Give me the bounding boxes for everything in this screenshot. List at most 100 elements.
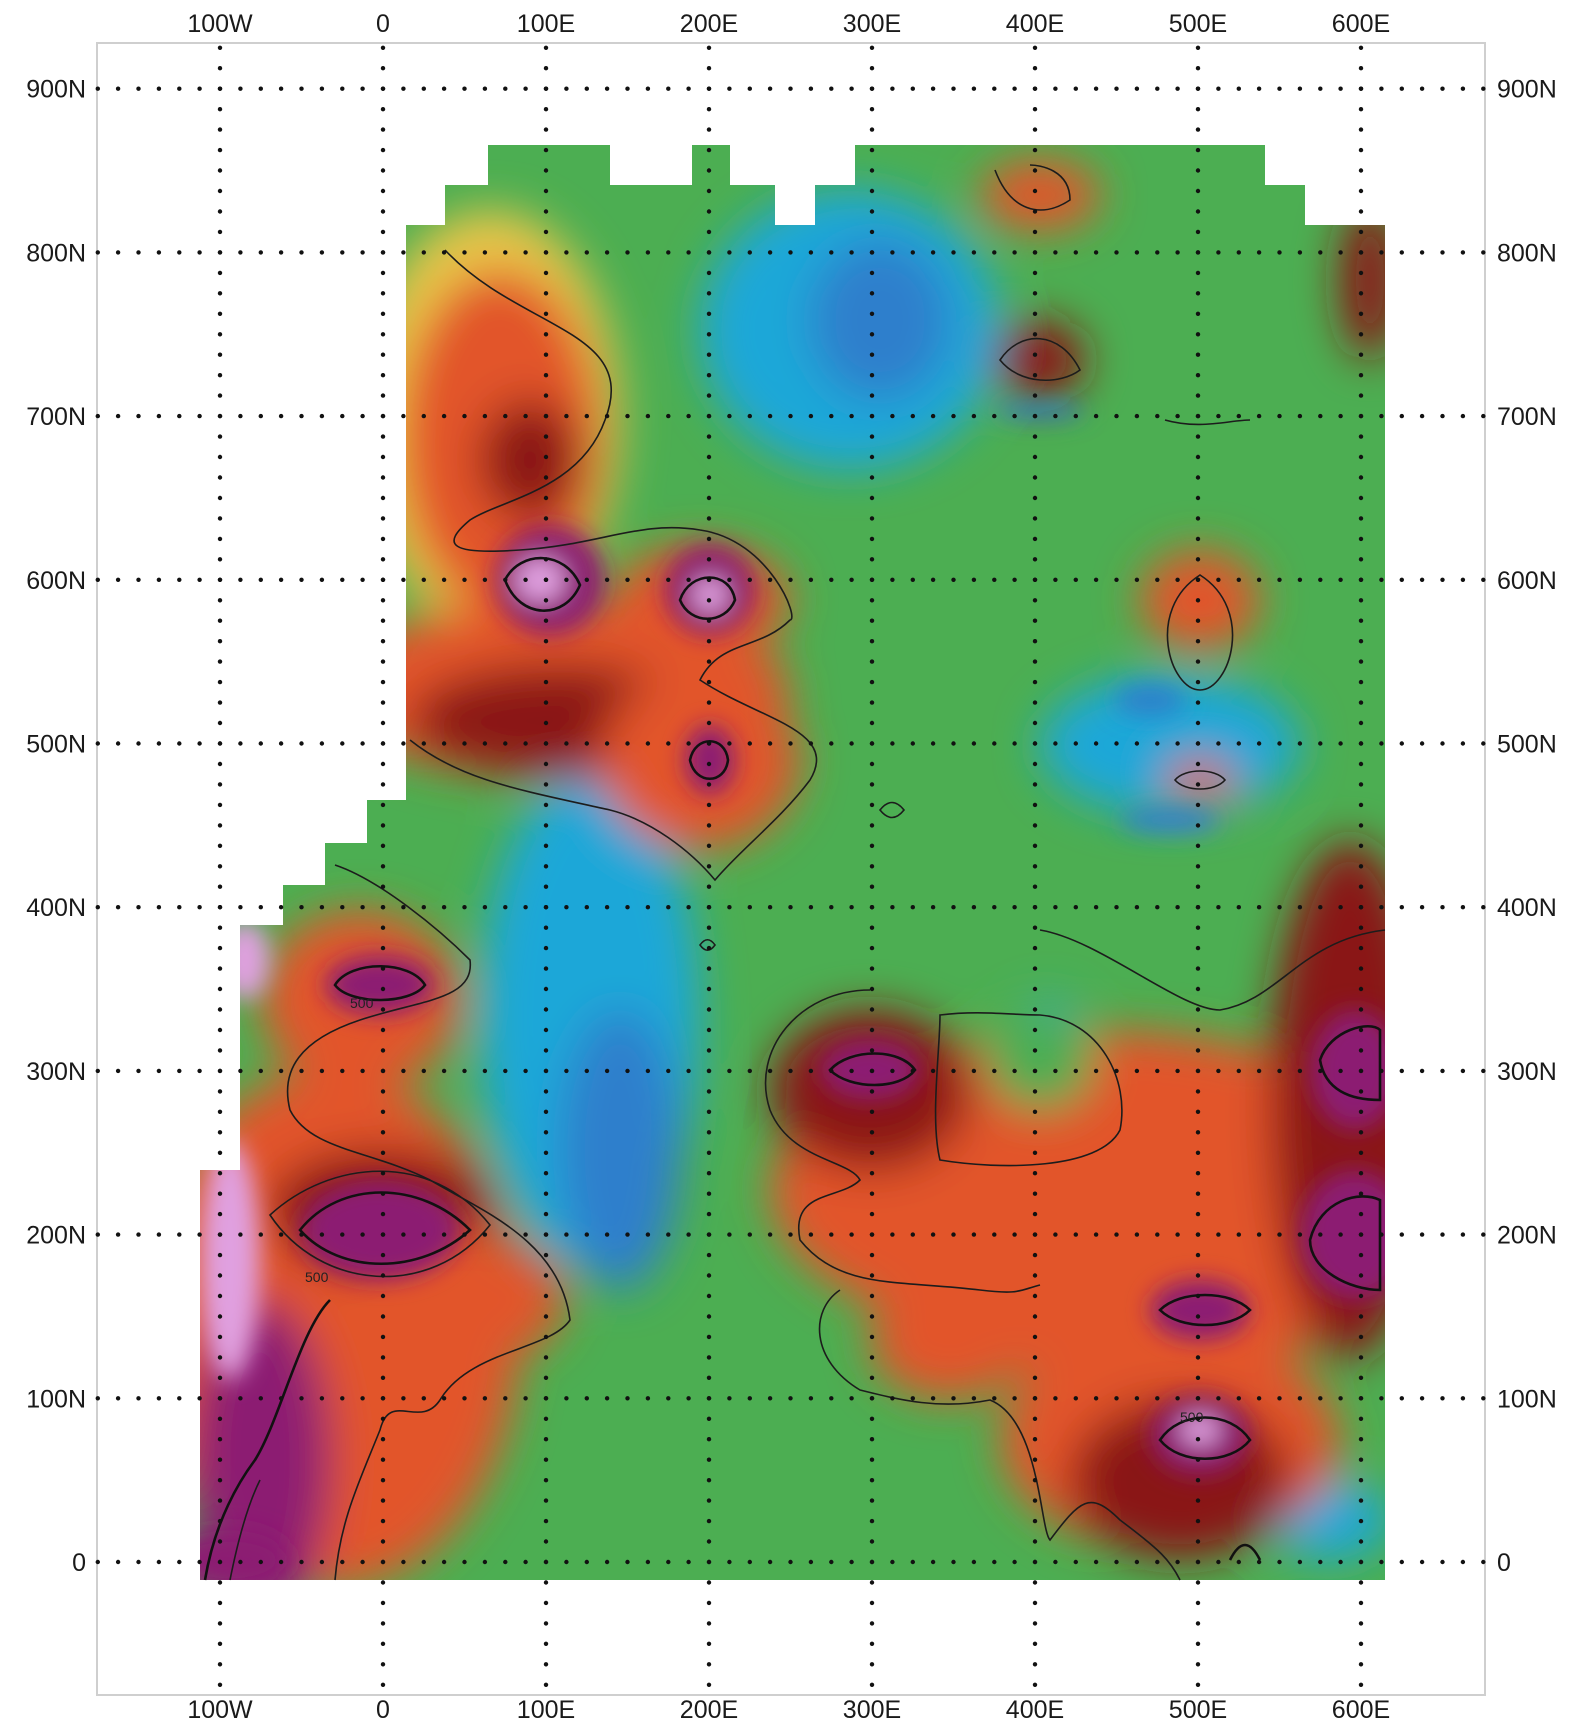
station-dot (523, 1232, 528, 1237)
station-dot (1032, 311, 1038, 316)
station-dot (686, 1559, 691, 1565)
station-dot (543, 1027, 549, 1033)
station-dot (217, 434, 223, 439)
station-dot (380, 1559, 386, 1565)
station-dot (1419, 1232, 1425, 1237)
station-dot (1318, 1068, 1323, 1074)
station-dot (1338, 741, 1343, 746)
station-dot (1032, 639, 1038, 644)
station-dot (1358, 107, 1364, 112)
station-dot (482, 1559, 488, 1565)
station-dot (1195, 1314, 1201, 1319)
station-dot (543, 1007, 549, 1012)
station-dot (1032, 1375, 1038, 1381)
station-dot (238, 1232, 243, 1237)
station-dot (421, 741, 426, 746)
station-dot (217, 188, 223, 194)
station-dot (543, 413, 549, 419)
station-dot (1032, 1518, 1038, 1524)
station-dot (1358, 332, 1364, 337)
station-dot (645, 86, 651, 91)
station-dot (971, 905, 977, 910)
station-dot (523, 741, 528, 746)
y-tick-left: 300N (26, 1058, 86, 1086)
station-dot (217, 1416, 223, 1422)
station-dot (869, 1416, 875, 1422)
station-dot (1195, 843, 1201, 848)
station-dot (1195, 1293, 1201, 1299)
station-dot (503, 905, 508, 910)
station-dot (217, 1355, 223, 1360)
station-dot (706, 1437, 712, 1442)
station-dot (543, 1621, 549, 1626)
station-dot (543, 1457, 549, 1462)
station-dot (1195, 209, 1201, 214)
station-dot (1399, 1559, 1405, 1565)
station-dot (1195, 557, 1201, 562)
station-dot (686, 741, 691, 746)
station-dot (706, 986, 712, 992)
station-dot (1195, 147, 1201, 153)
station-dot (217, 598, 223, 603)
station-dot (503, 86, 508, 91)
y-tick-left: 800N (26, 239, 86, 267)
station-dot (1236, 577, 1242, 582)
station-dot (788, 577, 793, 582)
station-dot (625, 1068, 630, 1074)
station-dot (869, 1232, 875, 1237)
station-dot (1053, 905, 1058, 910)
station-dot (1093, 577, 1099, 582)
station-dot (1358, 1048, 1364, 1053)
station-dot (177, 1559, 182, 1565)
station-dot (380, 107, 386, 112)
x-tick-top: 0 (376, 10, 390, 38)
station-dot (217, 1457, 223, 1462)
station-dot (278, 250, 284, 255)
station-dot (1277, 86, 1282, 91)
station-dot (319, 1068, 325, 1074)
station-dot (523, 1068, 528, 1074)
station-dot (1114, 250, 1119, 255)
station-dot (1195, 311, 1201, 316)
station-dot (1053, 1232, 1058, 1237)
station-dot (869, 659, 875, 664)
station-dot (380, 536, 386, 542)
y-tick-left: 700N (26, 403, 86, 431)
station-dot (543, 679, 549, 685)
station-dot (543, 1375, 549, 1381)
station-dot (971, 1396, 977, 1401)
station-dot (1195, 1580, 1201, 1585)
station-dot (1134, 577, 1140, 582)
station-dot (706, 1314, 712, 1319)
station-dot (869, 1600, 875, 1606)
station-dot (543, 986, 549, 992)
station-dot (869, 986, 875, 992)
station-dot (706, 1334, 712, 1340)
station-dot (788, 905, 793, 910)
station-dot (197, 413, 202, 419)
station-dot (1358, 598, 1364, 603)
station-dot (706, 209, 712, 214)
station-dot (115, 1396, 121, 1401)
station-dot (645, 413, 651, 419)
station-dot (1440, 86, 1445, 91)
station-dot (1277, 905, 1282, 910)
station-dot (808, 1396, 814, 1401)
station-dot (1358, 168, 1364, 173)
station-dot (1073, 1396, 1079, 1401)
station-dot (401, 1068, 406, 1074)
station-dot (1358, 86, 1364, 91)
station-dot (890, 86, 895, 91)
station-dot (869, 434, 875, 439)
station-dot (1358, 1314, 1364, 1319)
station-dot (869, 925, 875, 930)
station-grid (95, 45, 1486, 1688)
station-dot (380, 1437, 386, 1442)
station-dot (869, 1396, 875, 1401)
station-dot (951, 250, 956, 255)
station-dot (543, 1662, 549, 1667)
station-dot (380, 373, 386, 378)
station-dot (95, 250, 101, 255)
station-dot (1195, 1273, 1201, 1278)
station-dot (543, 741, 549, 746)
